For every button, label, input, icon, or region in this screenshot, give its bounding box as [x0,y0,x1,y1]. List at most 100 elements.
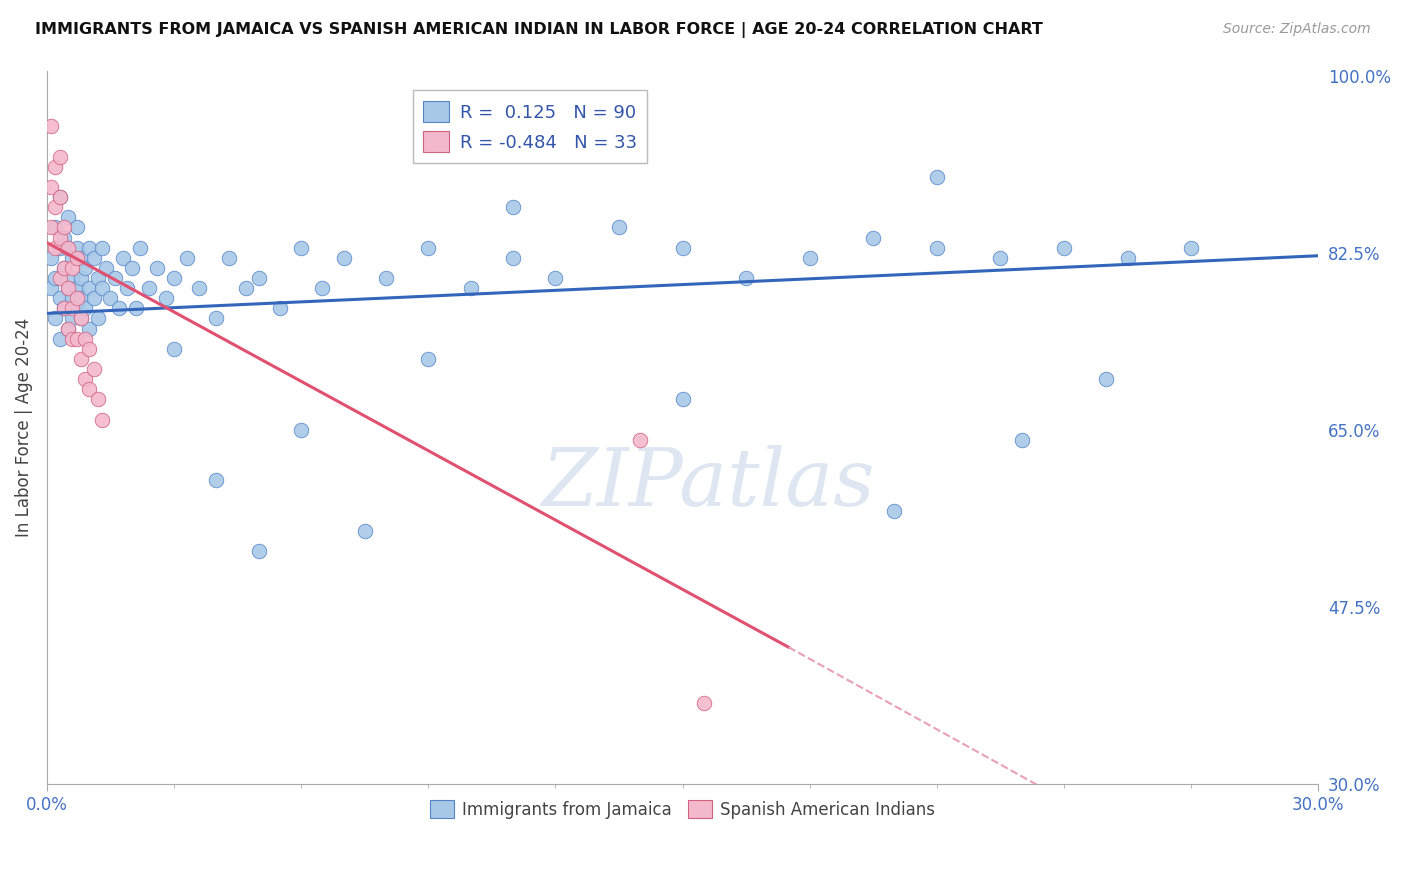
Point [60,251,83,265]
Point [502,200,524,214]
Point [69,271,91,285]
Point [883,503,905,517]
Point [235,281,257,295]
Point [44,271,66,285]
Point [56,321,79,335]
Point [52,260,75,275]
Point [91,281,114,295]
Point [39,251,62,265]
Point [1053,241,1076,255]
Point [73,332,96,346]
Text: ZIPatlas: ZIPatlas [541,445,875,523]
Point [460,281,482,295]
Point [1095,372,1118,386]
Point [1116,251,1139,265]
Point [146,260,169,275]
Point [56,321,79,335]
Text: IMMIGRANTS FROM JAMAICA VS SPANISH AMERICAN INDIAN IN LABOR FORCE | AGE 20-24 CO: IMMIGRANTS FROM JAMAICA VS SPANISH AMERI… [35,22,1043,38]
Point [60,301,83,316]
Point [44,220,66,235]
Point [990,251,1012,265]
Point [353,524,375,538]
Point [69,311,91,326]
Legend: Immigrants from Jamaica, Spanish American Indians: Immigrants from Jamaica, Spanish America… [423,794,942,825]
Point [607,220,630,235]
Point [44,241,66,255]
Point [100,291,122,305]
Point [77,342,100,356]
Point [586,120,609,134]
Point [332,251,354,265]
Point [60,260,83,275]
Point [87,271,110,285]
Point [48,332,70,346]
Point [52,220,75,235]
Point [39,180,62,194]
Point [65,220,87,235]
Point [247,271,270,285]
Point [502,251,524,265]
Point [418,241,440,255]
Point [69,351,91,366]
Point [671,392,693,407]
Text: Source: ZipAtlas.com: Source: ZipAtlas.com [1223,22,1371,37]
Y-axis label: In Labor Force | Age 20-24: In Labor Force | Age 20-24 [15,318,32,537]
Point [1011,433,1033,447]
Point [60,291,83,305]
Point [56,281,79,295]
Point [65,281,87,295]
Point [73,301,96,316]
Point [418,351,440,366]
Point [91,412,114,426]
Point [108,301,131,316]
Point [44,160,66,174]
Point [52,301,75,316]
Point [56,281,79,295]
Point [104,271,127,285]
Point [83,362,105,376]
Point [69,251,91,265]
Point [925,169,948,184]
Point [77,382,100,396]
Point [290,423,312,437]
Point [48,230,70,244]
Point [87,311,110,326]
Point [83,291,105,305]
Point [163,342,186,356]
Point [56,241,79,255]
Point [628,433,651,447]
Point [83,251,105,265]
Point [48,291,70,305]
Point [121,260,143,275]
Point [65,291,87,305]
Point [39,220,62,235]
Point [52,260,75,275]
Point [87,392,110,407]
Point [176,251,198,265]
Point [1180,241,1202,255]
Point [155,291,177,305]
Point [269,301,291,316]
Point [60,271,83,285]
Point [69,291,91,305]
Point [77,281,100,295]
Point [73,260,96,275]
Point [73,372,96,386]
Point [65,332,87,346]
Point [247,544,270,558]
Point [60,332,83,346]
Point [69,311,91,326]
Point [925,241,948,255]
Point [39,120,62,134]
Point [117,281,139,295]
Point [112,251,135,265]
Point [129,241,152,255]
Point [138,281,160,295]
Point [799,251,821,265]
Point [96,260,118,275]
Point [39,281,62,295]
Point [205,473,228,487]
Point [44,311,66,326]
Point [52,301,75,316]
Point [77,241,100,255]
